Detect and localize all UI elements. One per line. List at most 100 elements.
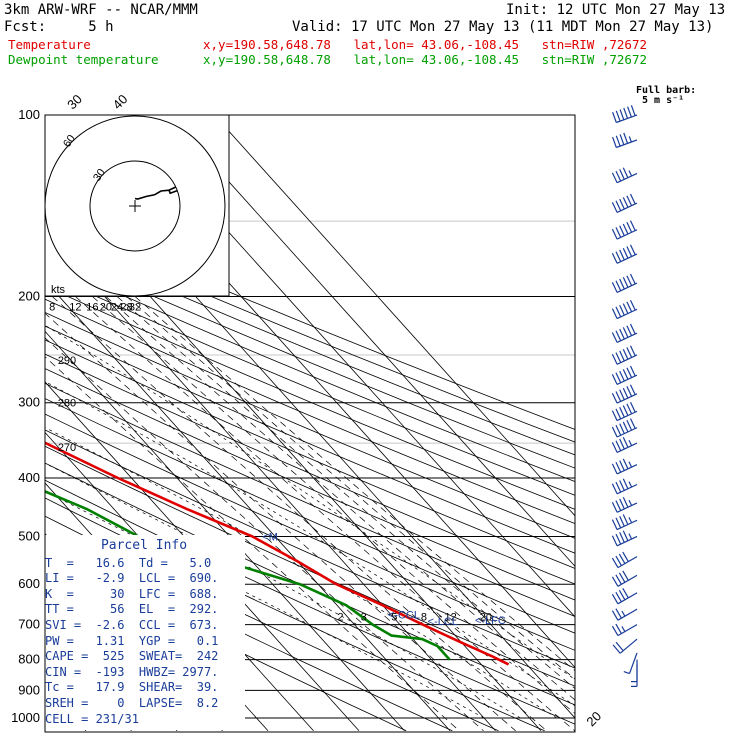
wind-barb-flag [615, 500, 622, 511]
wind-barb-flag [619, 480, 625, 491]
wind-barb-flag [622, 570, 629, 581]
wind-barb-flag [630, 105, 636, 116]
wind-barb-flag [619, 406, 625, 418]
dewpoint-legend: Dewpoint temperature [8, 52, 159, 67]
pressure-tick-label: 1000 [11, 710, 40, 725]
isotherm-line [45, 229, 496, 732]
wind-barb-flag [622, 437, 629, 448]
wind-barb-staff [616, 202, 638, 213]
wind-barb-flag [611, 410, 618, 421]
wind-barb-flag [626, 195, 633, 206]
wind-barb-staff [616, 229, 638, 240]
dry-adiabat-line [45, 260, 575, 483]
wind-barb-flag [619, 460, 625, 471]
wind-barb-flag [621, 610, 626, 617]
wind-barb-flag [622, 167, 629, 178]
parcel-box-bg [45, 535, 245, 730]
dry-adiabat-line [45, 298, 575, 525]
wind-barb-flag [628, 136, 632, 143]
pressure-tick-label: 900 [18, 682, 40, 697]
wind-barb-flag [611, 610, 619, 621]
wind-barb-flag [615, 372, 622, 383]
wind-barb-flag [619, 304, 625, 316]
mixing-ratio-line [92, 296, 575, 715]
wind-barb-flag [628, 439, 633, 446]
wind-barb-flag [615, 170, 622, 182]
mixing-ratio-line [105, 296, 575, 701]
wind-barb-staff [617, 592, 638, 605]
wind-barb-flag [628, 461, 633, 468]
wind-barb-flag [622, 197, 629, 208]
barb-legend-value: 5 m s⁻¹ [642, 95, 685, 106]
wind-barb-flag [615, 110, 621, 122]
wind-barb-flag [611, 354, 618, 365]
parcel-info-box: Parcel Info T = 16.6 Td = 5.0 LI = -2.9 L… [45, 538, 243, 730]
pressure-tick-label: 700 [18, 617, 40, 632]
parcel-row: K = 30 LFC = 688. [45, 586, 219, 601]
dry-adiabat-label: 280 [58, 398, 76, 410]
wind-barb-flag [619, 498, 625, 510]
wind-barb-flag [629, 299, 636, 311]
wind-barb-staff [616, 464, 638, 475]
wind-barb-flag [611, 625, 619, 636]
wind-barb-flag [626, 419, 633, 431]
mixing-ratio-label: 20 [100, 302, 112, 314]
lfc-marker: <-LFC [475, 615, 506, 627]
wind-barb-flag [623, 107, 629, 119]
dry-adiabat-line [45, 212, 575, 430]
wind-barb-flag [629, 401, 636, 413]
wind-barb-flag [629, 323, 636, 335]
forecast-hour: Fcst: 5 h [4, 19, 114, 35]
wind-barb-flag [618, 553, 626, 564]
dry-adiabat-line [45, 339, 575, 569]
parcel-row: SVI = -2.6 CCL = 673. [45, 617, 219, 632]
wind-barb-staff [628, 652, 638, 674]
model-title: 3km ARW-WRF -- NCAR/MMM [4, 2, 198, 18]
wind-barb-flag [611, 202, 618, 213]
parcel-row: CIN = -193 HWBZ= 2977. [45, 664, 219, 679]
wind-barb-flag [611, 502, 618, 513]
wind-barb-flag [611, 374, 618, 385]
temperature-legend: Temperature [8, 37, 91, 52]
wind-barb-staff [617, 574, 638, 587]
wind-barb-flag [629, 365, 636, 377]
isotherm-label: 40 [110, 91, 131, 112]
ccl-marker: <-CCL [388, 609, 420, 621]
wind-barb-flag [615, 641, 624, 652]
wind-barb-flag [623, 671, 630, 675]
wind-barb-flag [611, 253, 618, 264]
dry-adiabat-line [45, 382, 575, 617]
wind-barb-flag [619, 350, 625, 362]
wind-barb-flag [629, 273, 636, 285]
wind-barb-flag [626, 367, 633, 378]
wind-barb-flag [615, 425, 622, 436]
mixing-ratio-line [126, 296, 575, 680]
barb-legend-title: Full barb: [636, 85, 697, 96]
wind-barb-flag [615, 461, 622, 473]
wind-barb-flag [622, 587, 629, 599]
mixing-ratio-line [45, 337, 484, 732]
wind-barb-flag [611, 535, 618, 547]
parcel-row: CAPE = 525 SWEAT= 242 [45, 649, 219, 664]
wind-barb-flag [619, 515, 625, 527]
wind-barb-flag [615, 251, 622, 262]
wind-barb-flag [615, 408, 622, 420]
hodograph-ring [89, 160, 181, 252]
wind-barb-flag [615, 330, 622, 341]
wind-barb-flag [611, 576, 619, 587]
wind-barb-flag [622, 348, 629, 360]
mixing-ratio-label: 8 [49, 302, 55, 314]
wind-barb-flag [615, 391, 622, 402]
wind-barb-flag [622, 369, 629, 380]
wind-barb-staff [616, 308, 638, 320]
wind-barb-staff [617, 624, 638, 637]
moist-adiabat-line [45, 427, 557, 719]
wind-barb-flag [615, 200, 622, 211]
wind-barb-flag [623, 132, 629, 144]
dry-adiabat-line [45, 285, 575, 510]
wind-barb-flag [622, 277, 629, 288]
wind-barb-flag [615, 306, 622, 318]
mixing-ratio-line [75, 296, 575, 732]
wind-barb-flag [618, 589, 626, 601]
mixing-ratio-label: 12 [69, 302, 81, 314]
